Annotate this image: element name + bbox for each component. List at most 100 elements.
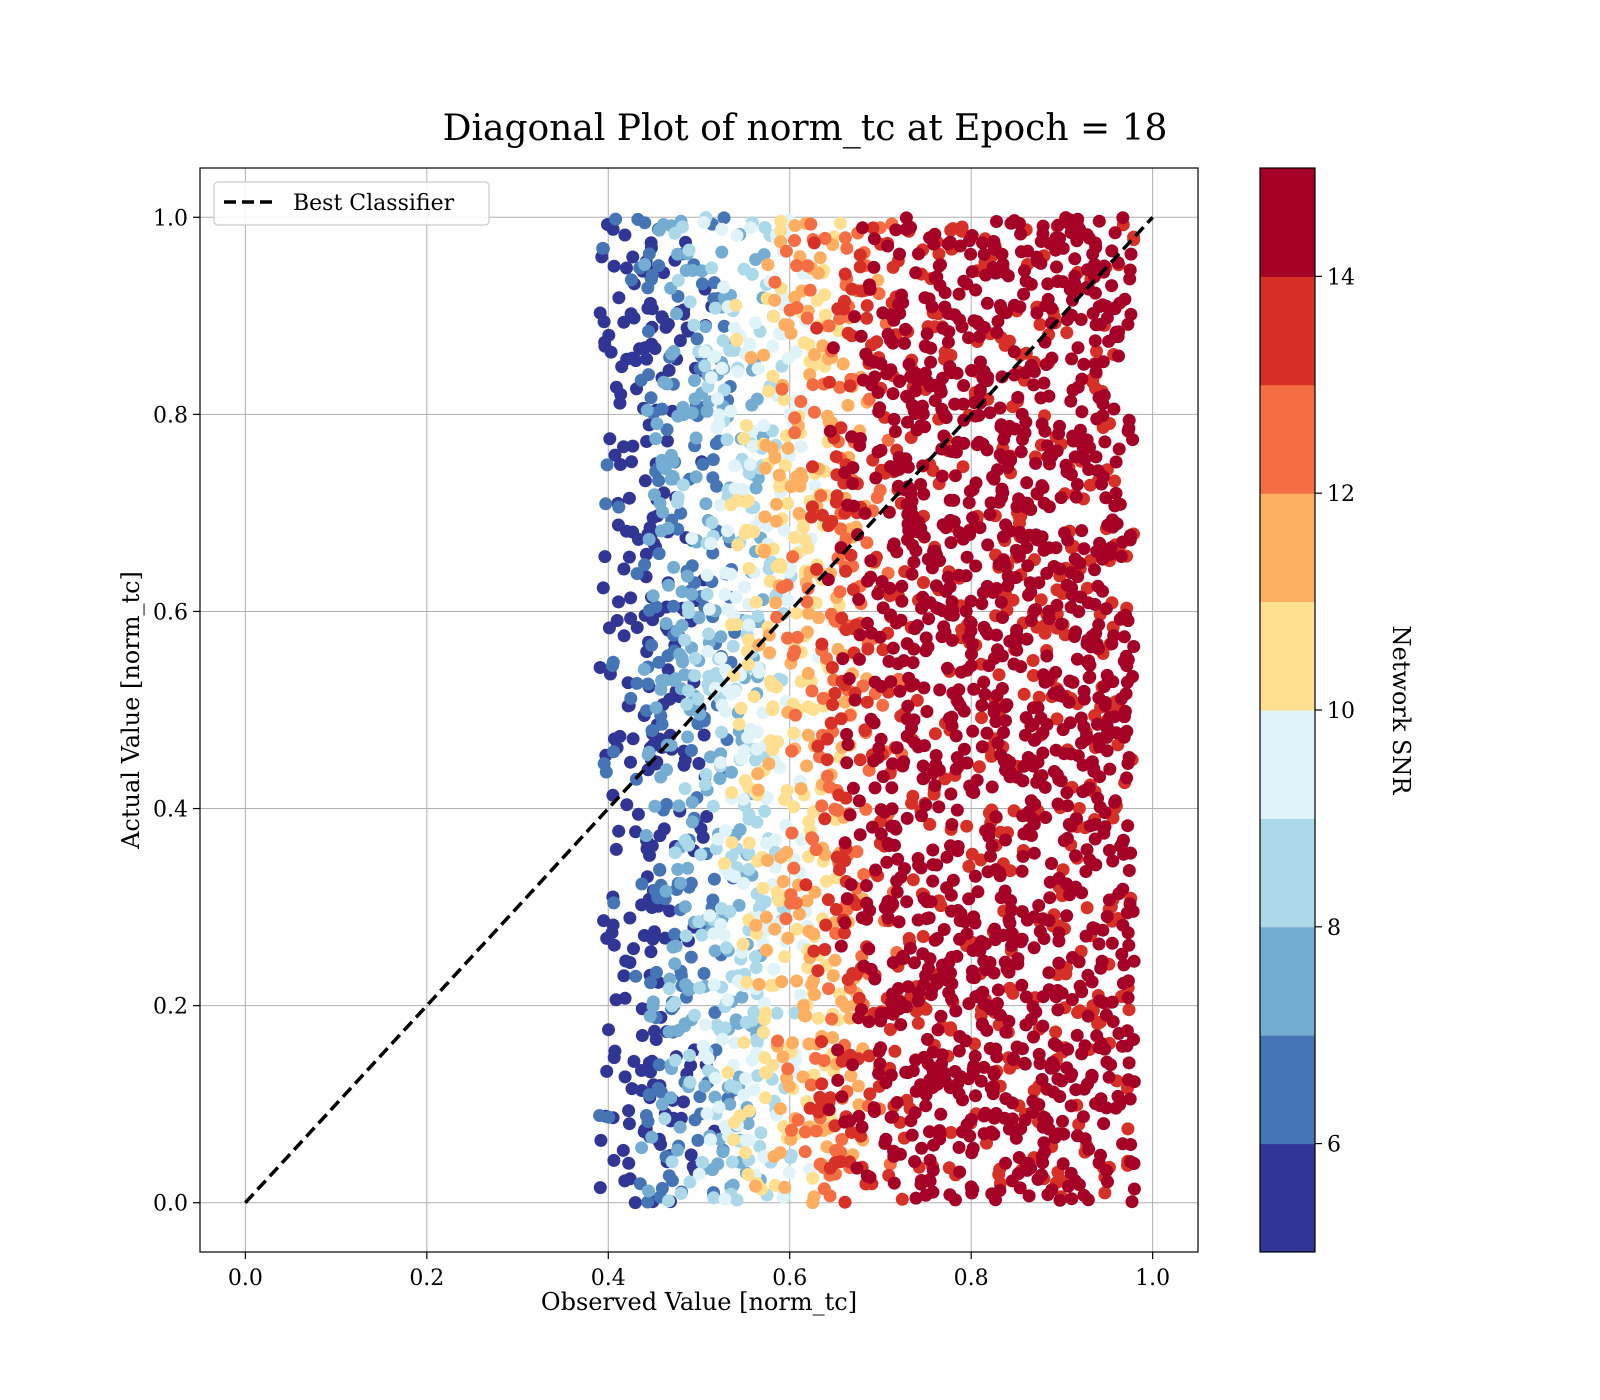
scatter-point (909, 1191, 923, 1205)
colorbar-band (1260, 493, 1315, 603)
scatter-point (667, 599, 680, 613)
scatter-point (826, 698, 840, 712)
scatter-point (635, 1064, 648, 1077)
scatter-point (780, 845, 794, 859)
scatter-point (860, 695, 874, 709)
scatter-point (934, 258, 947, 272)
scatter-point (685, 795, 699, 809)
scatter-point (901, 415, 914, 429)
scatter-point (741, 1117, 755, 1130)
scatter-point (690, 332, 704, 346)
scatter-point (742, 847, 756, 860)
scatter-point (1082, 1142, 1096, 1156)
scatter-point (757, 348, 771, 362)
scatter-point (1001, 461, 1014, 474)
scatter-point (845, 282, 859, 296)
scatter-point (1090, 412, 1104, 426)
scatter-point (1007, 345, 1021, 359)
scatter-point (1077, 720, 1091, 734)
scatter-point (607, 1153, 621, 1167)
scatter-point (707, 978, 721, 992)
scatter-point (926, 1045, 940, 1059)
scatter-point (597, 914, 611, 928)
scatter-point (660, 434, 674, 448)
scatter-point (966, 1141, 980, 1155)
scatter-point (626, 250, 640, 264)
scatter-point (955, 224, 969, 238)
scatter-point (1080, 263, 1094, 277)
scatter-point (916, 772, 930, 786)
scatter-point (816, 691, 830, 705)
scatter-point (1010, 1040, 1024, 1054)
chart-title: Diagonal Plot of norm_tc at Epoch = 18 (443, 108, 1168, 149)
scatter-point (742, 618, 756, 632)
scatter-point (711, 392, 724, 406)
scatter-point (1071, 1006, 1085, 1019)
scatter-point (833, 585, 847, 599)
scatter-point (944, 1126, 958, 1139)
scatter-point (769, 596, 783, 610)
scatter-point (641, 1195, 655, 1209)
scatter-point (1126, 670, 1139, 683)
scatter-point (668, 957, 682, 971)
scatter-point (823, 1091, 837, 1105)
scatter-point (705, 516, 719, 530)
scatter-point (659, 673, 673, 687)
scatter-point (978, 687, 992, 701)
scatter-point (942, 325, 956, 339)
scatter-point (845, 430, 859, 444)
scatter-point (995, 649, 1009, 663)
scatter-point (852, 794, 866, 808)
scatter-point (623, 1172, 637, 1186)
scatter-point (980, 726, 994, 740)
scatter-point (933, 683, 947, 697)
scatter-point (1012, 549, 1026, 563)
scatter-point (685, 531, 699, 545)
scatter-point (1060, 831, 1074, 845)
scatter-point (671, 273, 685, 287)
scatter-point (900, 811, 914, 825)
x-axis-label: Observed Value [norm_tc] (541, 1288, 857, 1316)
scatter-point (788, 234, 801, 247)
scatter-point (778, 1180, 792, 1194)
scatter-point (889, 223, 903, 237)
scatter-point (688, 374, 701, 387)
scatter-point (966, 724, 980, 738)
scatter-point (951, 435, 965, 449)
y-tick-label: 1.0 (153, 206, 188, 231)
scatter-point (1053, 1090, 1067, 1103)
scatter-point (939, 963, 953, 977)
scatter-point (1015, 407, 1029, 421)
scatter-point (719, 824, 732, 838)
scatter-point (1092, 1041, 1106, 1054)
scatter-point (1036, 668, 1050, 682)
scatter-point (964, 659, 978, 673)
scatter-point (678, 753, 692, 767)
scatter-point (1123, 897, 1137, 911)
scatter-point (923, 1125, 936, 1139)
scatter-point (618, 991, 632, 1005)
scatter-point (838, 695, 852, 709)
scatter-point (939, 411, 953, 425)
scatter-point (863, 1087, 877, 1101)
scatter-point (976, 371, 990, 385)
scatter-point (907, 555, 921, 569)
scatter-point (1011, 390, 1025, 404)
scatter-point (921, 552, 935, 566)
scatter-point (876, 601, 890, 615)
scatter-point (1050, 1039, 1064, 1053)
scatter-point (1105, 244, 1119, 258)
scatter-point (864, 962, 878, 976)
scatter-point (1017, 287, 1031, 301)
scatter-point (901, 391, 915, 405)
scatter-point (803, 283, 817, 297)
scatter-point (960, 756, 974, 770)
scatter-point (695, 277, 709, 291)
scatter-point (1003, 524, 1017, 538)
scatter-point (1041, 1188, 1055, 1202)
scatter-point (890, 885, 904, 899)
scatter-point (971, 317, 985, 331)
scatter-point (867, 232, 881, 246)
scatter-point (1088, 563, 1101, 577)
scatter-point (756, 881, 770, 895)
